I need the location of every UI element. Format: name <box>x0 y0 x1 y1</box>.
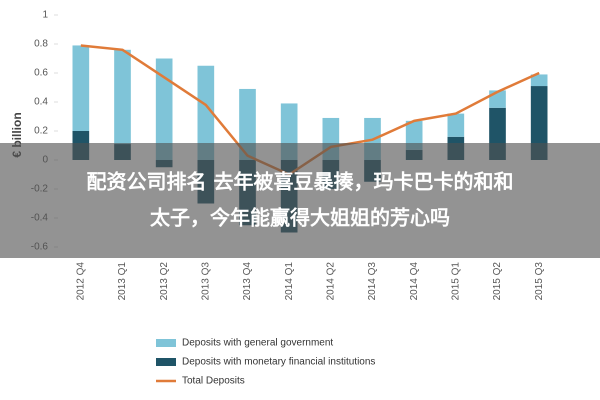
x-tick-label: 2015 Q3 <box>534 262 545 301</box>
caption-line: 配资公司排名 去年被喜豆暴揍，玛卡巴卡的和和 <box>87 170 514 194</box>
legend-label: Deposits with general government <box>182 338 333 349</box>
bar <box>447 113 465 137</box>
bar <box>405 120 423 150</box>
bar <box>155 58 173 160</box>
x-tick-label: 2012 Q4 <box>75 262 86 301</box>
bar <box>530 74 548 87</box>
x-tick-label: 2013 Q2 <box>159 262 170 301</box>
y-tick-label: 1 <box>42 10 48 21</box>
x-tick-label: 2013 Q1 <box>117 262 128 301</box>
bar <box>72 45 90 132</box>
x-tick-label: 2014 Q4 <box>409 262 420 301</box>
caption-band <box>0 143 600 258</box>
y-tick-label: 0.2 <box>34 126 48 137</box>
bar <box>530 86 548 160</box>
legend-label: Total Deposits <box>182 376 245 387</box>
x-tick-label: 2013 Q4 <box>242 262 253 301</box>
x-tick-label: 2014 Q2 <box>325 262 336 301</box>
legend-swatch <box>156 339 176 347</box>
bar <box>197 65 215 160</box>
x-tick-label: 2014 Q3 <box>367 262 378 301</box>
legend-swatch <box>156 358 176 366</box>
x-tick-label: 2013 Q3 <box>200 262 211 301</box>
x-tick-label: 2015 Q1 <box>450 262 461 301</box>
legend-label: Deposits with monetary financial institu… <box>182 357 375 368</box>
y-tick-label: 0.4 <box>34 97 48 108</box>
caption-line: 太子，今年能赢得大姐姐的芳心吗 <box>150 206 450 230</box>
bar <box>114 49 131 145</box>
x-tick-label: 2015 Q2 <box>492 262 503 301</box>
x-tick-label: 2014 Q1 <box>284 262 295 301</box>
y-tick-label: 0.6 <box>34 68 48 79</box>
y-tick-label: 0.8 <box>34 39 48 50</box>
bar <box>239 88 256 160</box>
